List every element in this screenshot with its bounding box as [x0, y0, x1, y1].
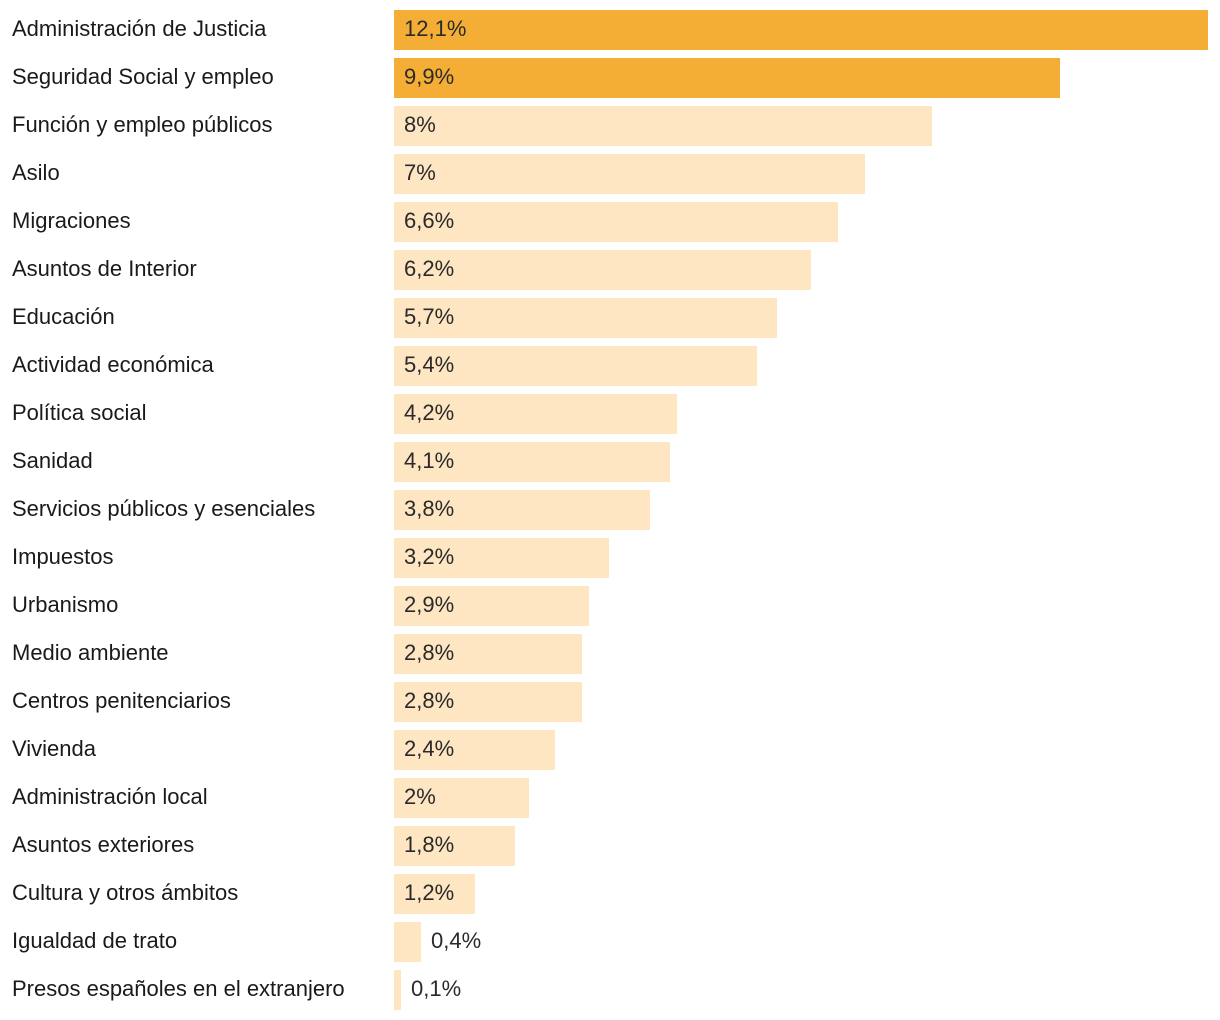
bar-value-label: 6,6%	[404, 208, 455, 233]
bar-value-label: 6,2%	[404, 256, 455, 281]
category-label: Asilo	[12, 160, 60, 185]
category-label: Función y empleo públicos	[12, 112, 273, 137]
category-label: Actividad económica	[12, 352, 214, 377]
bar-value-label: 5,7%	[404, 304, 455, 329]
bar-value-label: 4,2%	[404, 400, 455, 425]
bar	[394, 826, 515, 866]
bar	[394, 682, 582, 722]
category-label: Asuntos de Interior	[12, 256, 197, 281]
bar	[394, 778, 529, 818]
category-label: Seguridad Social y empleo	[12, 64, 274, 89]
bar	[394, 970, 401, 1010]
category-label: Servicios públicos y esenciales	[12, 496, 316, 521]
bar-value-label: 5,4%	[404, 352, 455, 377]
category-label: Medio ambiente	[12, 640, 169, 665]
bar	[394, 154, 865, 194]
bar-value-label: 2,9%	[404, 592, 455, 617]
bar-value-label: 7%	[404, 160, 436, 185]
bar	[394, 874, 475, 914]
bar-value-label: 3,2%	[404, 544, 455, 569]
bar	[394, 298, 777, 338]
bar	[394, 250, 811, 290]
category-label: Administración local	[12, 784, 208, 809]
category-label: Política social	[12, 400, 147, 425]
bar	[394, 58, 1060, 98]
bar-value-label: 2,8%	[404, 640, 455, 665]
bar-value-label: 2,8%	[404, 688, 455, 713]
bar	[394, 586, 589, 626]
category-label: Presos españoles en el extranjero	[12, 976, 345, 1001]
bar-value-label: 1,2%	[404, 880, 455, 905]
bar	[394, 442, 670, 482]
bar-value-label: 2%	[404, 784, 436, 809]
category-label: Asuntos exteriores	[12, 832, 195, 857]
bar	[394, 106, 932, 146]
bar-value-label: 8%	[404, 112, 436, 137]
bar	[394, 922, 421, 962]
category-label: Igualdad de trato	[12, 928, 178, 953]
bar	[394, 10, 1208, 50]
bar	[394, 394, 677, 434]
bar	[394, 634, 582, 674]
category-label: Sanidad	[12, 448, 93, 473]
category-label: Administración de Justicia	[12, 16, 267, 41]
bar-value-label: 12,1%	[404, 16, 467, 41]
bar-value-label: 2,4%	[404, 736, 455, 761]
bar	[394, 202, 838, 242]
bar	[394, 730, 555, 770]
category-label: Vivienda	[12, 736, 96, 761]
category-label: Centros penitenciarios	[12, 688, 231, 713]
category-label: Impuestos	[12, 544, 114, 569]
bar-value-label: 0,4%	[431, 928, 482, 953]
bar-value-label: 9,9%	[404, 64, 455, 89]
category-label: Urbanismo	[12, 592, 119, 617]
bar-value-label: 1,8%	[404, 832, 455, 857]
category-label: Migraciones	[12, 208, 131, 233]
category-label: Cultura y otros ámbitos	[12, 880, 239, 905]
bar	[394, 346, 757, 386]
bar	[394, 490, 650, 530]
bar-value-label: 4,1%	[404, 448, 455, 473]
bar-value-label: 0,1%	[411, 976, 462, 1001]
bar	[394, 538, 609, 578]
category-label: Educación	[12, 304, 115, 329]
bar-value-label: 3,8%	[404, 496, 455, 521]
